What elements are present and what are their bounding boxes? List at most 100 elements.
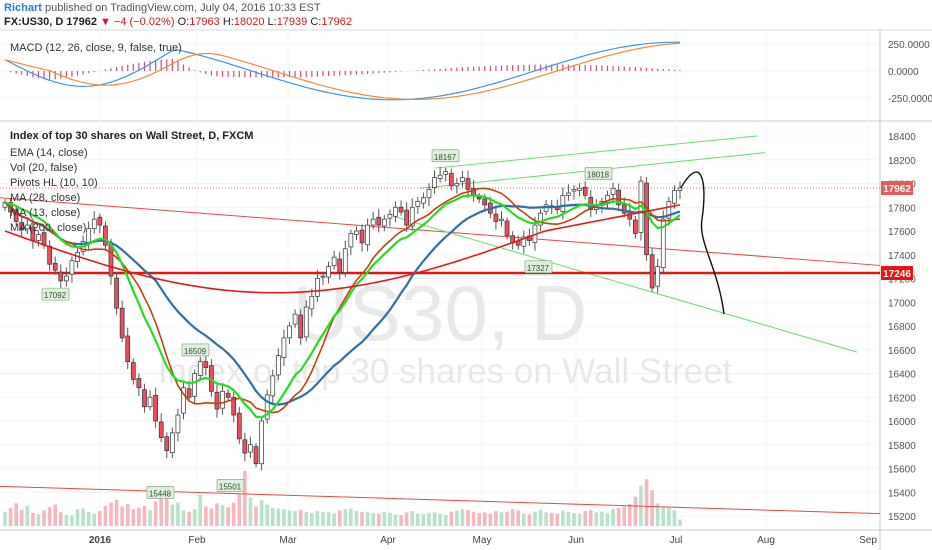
pivot-label: 17327 — [527, 264, 550, 273]
time-label: Jul — [670, 535, 683, 546]
volume-bar — [588, 509, 593, 526]
candle-body — [164, 436, 170, 452]
ma13-line — [4, 187, 681, 414]
macd-pane[interactable] — [4, 41, 681, 101]
volume-bar — [304, 511, 309, 526]
candle-body — [130, 362, 136, 380]
volume-bar — [53, 504, 58, 526]
lower-trend-line — [394, 216, 858, 353]
macd-legend[interactable]: MACD (12, 26, close, 9, false, true) — [10, 42, 182, 54]
volume-bar — [231, 502, 236, 526]
ema14-line — [4, 194, 681, 419]
candle-body — [287, 325, 292, 339]
volume-bar — [510, 509, 515, 526]
volume-bar — [209, 508, 214, 526]
volume-bar — [516, 510, 521, 526]
publish-line: Richart published on TradingView.com, Ju… — [4, 2, 321, 14]
volume-bar — [142, 505, 147, 526]
volume-bar — [47, 507, 52, 526]
last-price-badge-bg — [881, 181, 913, 196]
volume-bar — [42, 510, 46, 526]
watermark-symbol: US30, D — [293, 269, 588, 357]
volume-bar — [98, 511, 102, 526]
volume-bar — [125, 503, 130, 526]
volume-bar — [421, 514, 426, 526]
candle-body — [142, 389, 147, 408]
volume-bar — [321, 511, 325, 526]
volume-bar — [616, 507, 621, 526]
candle-body — [309, 295, 315, 310]
volume-bar — [58, 512, 63, 526]
volume-bar — [315, 511, 320, 526]
descending-resistance-line — [0, 197, 881, 266]
pivot-labels: 17092 16509 15448 15501 18167 18018 17327 — [41, 149, 613, 499]
candle-body — [381, 218, 387, 227]
low-label: L: — [267, 16, 277, 28]
candle-body — [376, 216, 382, 226]
symbol-label[interactable]: FX:US30, D — [4, 16, 64, 28]
candle-body — [231, 396, 237, 416]
indicator-pivots[interactable]: Pivots HL (10, 10) — [10, 177, 98, 189]
volume-bar — [120, 506, 124, 526]
indicator-vol[interactable]: Vol (20, false) — [10, 162, 78, 174]
volume-bar — [627, 503, 632, 526]
candle-body — [610, 187, 616, 195]
volume-bar — [549, 513, 554, 526]
candle-body — [342, 248, 348, 273]
candle-body — [560, 195, 566, 212]
candle-body — [415, 200, 421, 207]
volume-bar — [8, 507, 13, 526]
volume-bar — [399, 514, 403, 526]
candle-body — [69, 260, 75, 275]
volume-bar — [427, 513, 431, 526]
indicator-ma28[interactable]: MA (28, close) — [10, 192, 81, 204]
volume-bar — [92, 513, 97, 526]
pivot-label: 16509 — [184, 347, 207, 356]
indicator-ma200[interactable]: MA (200, close) — [10, 222, 87, 234]
time-label: Feb — [188, 535, 206, 546]
candle-body — [666, 200, 672, 219]
volume-bar — [460, 509, 465, 526]
ohlc-line: FX:US30, D 17962 ▼ −4 (−0.02%) O:17963 H… — [4, 16, 352, 28]
moving-averages — [4, 187, 681, 419]
volume-bar — [343, 509, 348, 526]
volume-bar — [282, 509, 286, 526]
candle-body — [588, 196, 594, 210]
macd-tick-label: -250.0000 — [888, 94, 932, 105]
candle-body — [275, 355, 281, 376]
volume-bar — [137, 507, 141, 526]
volume-bar — [416, 513, 420, 526]
volume-bar — [204, 506, 208, 526]
header-bar: Richart published on TradingView.com, Ju… — [0, 0, 932, 30]
author-name[interactable]: Richart — [4, 2, 42, 14]
volume-bar — [667, 507, 671, 526]
projection-curve — [679, 171, 725, 315]
volume-bar — [114, 500, 119, 526]
price-tick-label: 16200 — [888, 393, 916, 404]
high-value: 18020 — [233, 16, 265, 28]
volume-bar — [561, 510, 565, 526]
indicator-ema[interactable]: EMA (14, close) — [10, 147, 88, 159]
time-label: Mar — [279, 535, 297, 546]
main-title: Index of top 30 shares on Wall Street, D… — [10, 130, 254, 142]
volume-bar — [70, 515, 74, 526]
price-axis: 1840018200180001780017600174001720017000… — [881, 40, 932, 523]
candle-body — [493, 213, 499, 222]
volume-bar — [248, 497, 253, 526]
candle-body — [432, 177, 437, 188]
volume-bar — [287, 510, 292, 526]
indicator-ma13[interactable]: MA (13, close) — [10, 207, 81, 219]
volume-bar — [499, 512, 504, 526]
candle-body — [387, 214, 393, 219]
volume-bar — [622, 506, 627, 526]
volume-bar — [477, 513, 481, 526]
candle-body — [409, 206, 415, 227]
volume-bar — [522, 513, 526, 526]
indicator-list: EMA (14, close) Vol (20, false) Pivots H… — [10, 146, 98, 236]
candle-body — [465, 178, 471, 190]
watermark: US30, D Index of top 30 shares on Wall S… — [158, 269, 733, 391]
volume-bar — [443, 514, 448, 526]
candle-body — [303, 306, 309, 338]
candle-body — [370, 218, 376, 226]
